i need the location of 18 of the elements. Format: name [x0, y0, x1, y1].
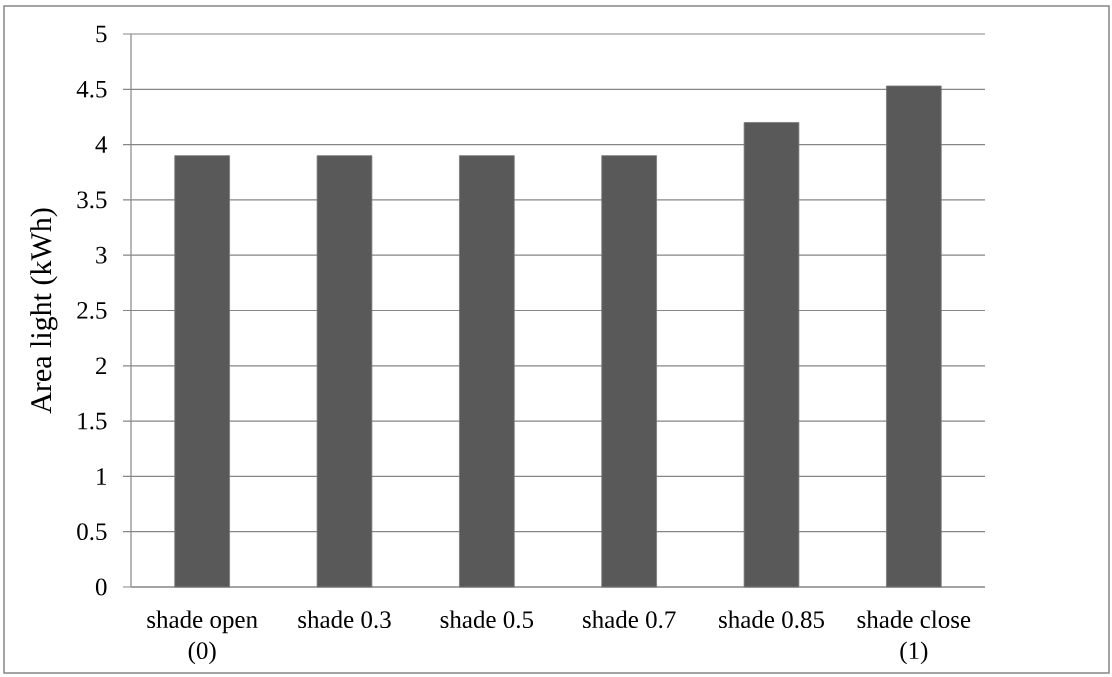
y-tick-label: 5 — [96, 25, 107, 43]
x-tick-label: shade open (0) — [147, 610, 258, 665]
x-tick-label: shade 0.5 — [440, 610, 534, 629]
y-tick-label: 3.5 — [77, 191, 107, 209]
x-tick-label: shade close (1) — [857, 610, 971, 665]
y-tick-label: 1 — [97, 468, 106, 485]
y-tick-label: 2.5 — [77, 302, 107, 319]
y-tick-label: 1.5 — [78, 412, 107, 430]
x-tick-label: shade 0.7 — [582, 610, 676, 629]
y-tick-label: 0 — [95, 578, 107, 596]
y-tick-label: 2 — [96, 357, 107, 375]
x-tick-label: shade 0.3 — [298, 610, 391, 629]
y-tick-label: 3 — [96, 246, 107, 264]
y-tick-label: 4.5 — [76, 80, 107, 98]
y-tick-label: 0.5 — [77, 523, 107, 541]
y-axis-title: Area light (kWh) — [30, 208, 58, 414]
y-tick-label: 4 — [95, 136, 108, 153]
x-tick-label: shade 0.85 — [719, 610, 824, 629]
